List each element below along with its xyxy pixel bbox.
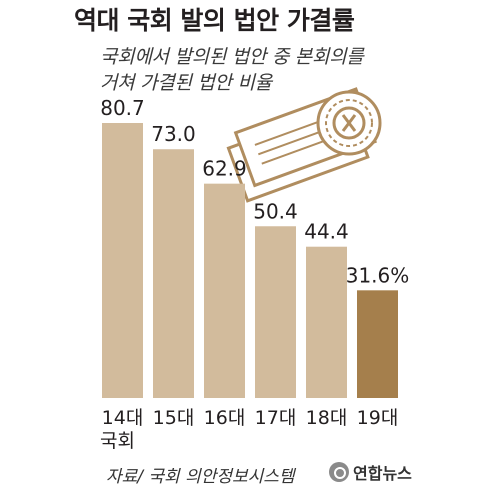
bar-18대 (306, 246, 347, 398)
yonhap-logo-text: 연합뉴스 (353, 464, 412, 483)
bar-19대 (357, 290, 398, 398)
data-label-15대: 73.0 (151, 122, 196, 146)
x-tick-label-17대: 17대 (255, 407, 297, 429)
yonhap-logo: 연합뉴스 (329, 460, 412, 484)
subtitle-line-1: 국회에서 발의된 법안 중 본회의를 (100, 46, 364, 68)
data-label-16대: 62.9 (202, 157, 247, 181)
subtitle-line-2: 거쳐 가결된 법안 비율 (100, 72, 272, 94)
data-label-14대: 80.7 (100, 96, 145, 120)
chart-subtitle: 국회에서 발의된 법안 중 본회의를 거쳐 가결된 법안 비율 (100, 44, 364, 96)
data-label-18대: 44.4 (304, 220, 349, 244)
bar-15대 (153, 149, 194, 398)
chart-title: 역대 국회 발의 법안 가결률 (74, 6, 355, 35)
data-label-19대: 31.6% (346, 263, 410, 287)
national-assembly-documents-seal-icon (226, 87, 382, 203)
bar-17대 (255, 226, 296, 398)
x-tick-label-15대: 15대 (153, 407, 195, 429)
x-tick-label-19대: 19대 (357, 407, 399, 429)
bar-14대 (102, 123, 143, 398)
yonhap-logo-icon (329, 462, 349, 482)
x-tick-label-14대: 14대 (102, 407, 144, 429)
source-note: 자료/ 국회 의안정보시스템 (106, 467, 295, 487)
data-label-17대: 50.4 (253, 199, 298, 223)
bar-16대 (204, 183, 245, 398)
x-axis-group-label: 국회 (100, 430, 135, 452)
x-tick-label-16대: 16대 (204, 407, 246, 429)
x-tick-label-18대: 18대 (306, 407, 348, 429)
